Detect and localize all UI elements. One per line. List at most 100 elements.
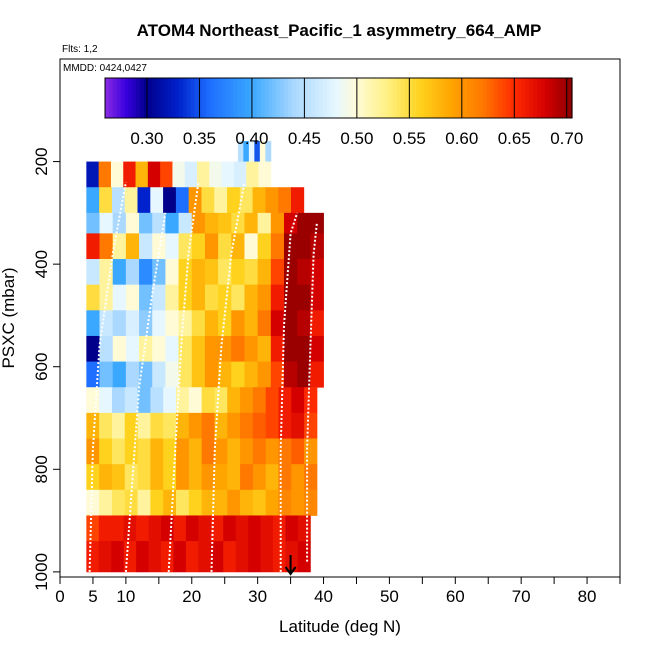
heatmap-cell [231,361,245,388]
colorbar-segment [221,78,227,118]
heatmap-cell [244,212,259,234]
mmdd-label: MMDD: 0424,0427 [63,63,147,74]
heatmap-cell [139,335,153,362]
heatmap-cell [176,438,190,465]
heatmap-cell [125,284,140,311]
heatmap-cell [178,310,193,337]
heatmap-cell [227,438,241,465]
colorbar-segment [517,78,523,118]
colorbar-segment [474,78,480,118]
heatmap-cell [150,464,164,491]
heatmap-cell [148,515,162,542]
heatmap-cell [191,284,206,311]
heatmap-cell [112,284,127,311]
heatmap-cell [231,310,245,337]
heatmap-cell [137,187,151,214]
heatmap-cell [223,541,237,573]
heatmap-cell [123,541,137,573]
heatmap-cell [304,412,318,439]
heatmap-cell [86,187,100,214]
heatmap-cell [150,187,164,214]
heatmap-cell [265,438,279,465]
heatmap-cell [139,310,153,337]
heatmap-cell [124,387,138,414]
colorbar-segment [369,78,375,118]
heatmap-cell [285,541,299,573]
heatmap-cell [137,412,151,439]
colorbar-tick-label: 0.70 [550,129,583,148]
heatmap-cell [284,335,298,362]
heatmap-cell [218,335,232,362]
colorbar-segment [202,78,207,118]
colorbar-segment [330,78,336,118]
colorbar: 0.30 0.35 0.40 0.45 0.50 0.55 0.60 0.65 0.70 [104,77,583,148]
heatmap-cell [218,361,232,388]
heatmap-cell [291,464,305,491]
y-tick-label: 600 [32,353,51,381]
heatmap-cell [237,141,244,162]
heatmap-cell [112,212,127,234]
flight-track [210,181,246,572]
heatmap-cell [163,387,177,414]
colorbar-segment [338,78,343,118]
heatmap-cell [165,284,179,311]
heatmap-cell [178,233,193,260]
heatmap-cell [218,233,232,260]
heatmap-cell [191,361,206,388]
heatmap-cell [99,310,114,337]
heatmap-cell [163,489,177,516]
heatmap-cell [290,187,305,214]
heatmap-cell [284,361,298,388]
heatmap-cell [150,412,164,439]
heatmap-cell [221,161,235,188]
colorbar-segment [392,78,398,118]
flights-label: Flts: 1,2 [62,44,98,55]
heatmap-cell [291,412,305,439]
colorbar-tick-label: 0.55 [393,129,426,148]
heatmap-cell [86,212,100,234]
x-tick-label: 5 [88,587,97,606]
heatmap-cell [244,335,259,362]
heatmap-cell [176,489,190,516]
heatmap-cell [285,515,299,542]
colorbar-segment [463,78,468,118]
heatmap-cell [99,412,113,439]
colorbar-segment [291,78,297,118]
heatmap-cell [150,489,164,516]
heatmap-cell [99,284,114,311]
heatmap-cell [124,438,138,465]
colorbar-segment [521,78,526,118]
heatmap-cell [173,515,187,542]
x-tick-label: 60 [446,587,465,606]
heatmap-cell [270,361,285,388]
colorbar-segment [225,78,231,118]
heatmap-cell [86,161,100,188]
colorbar-segment [287,78,293,118]
heatmap-cell [204,361,219,388]
heatmap-cell [233,161,247,188]
heatmap-cell [165,335,179,362]
heatmap-cell [188,438,203,465]
heatmap-cell [123,515,137,542]
heatmap-cell [214,438,228,465]
y-tick-label: 400 [32,250,51,278]
heatmap-cell [178,259,193,286]
x-tick-label: 10 [116,587,135,606]
heatmap-cell [278,387,292,414]
colorbar-segment [486,78,491,118]
heatmap-cell [270,212,285,234]
heatmap-cell [310,212,324,234]
heatmap-cell [231,233,245,260]
heatmap-cell [278,489,292,516]
heatmap-cell [191,310,206,337]
heatmap-cell [178,335,193,362]
heatmap-cell [99,438,113,465]
colorbar-tick-label: 0.40 [235,129,268,148]
heatmap-cell [161,541,174,573]
heatmap-cell [204,212,219,234]
heatmap-cell [252,387,267,414]
colorbar-segment [525,78,530,118]
heatmap-cell [204,310,219,337]
heatmap-cell [201,387,215,414]
colorbar-tick-label: 0.35 [183,129,216,148]
